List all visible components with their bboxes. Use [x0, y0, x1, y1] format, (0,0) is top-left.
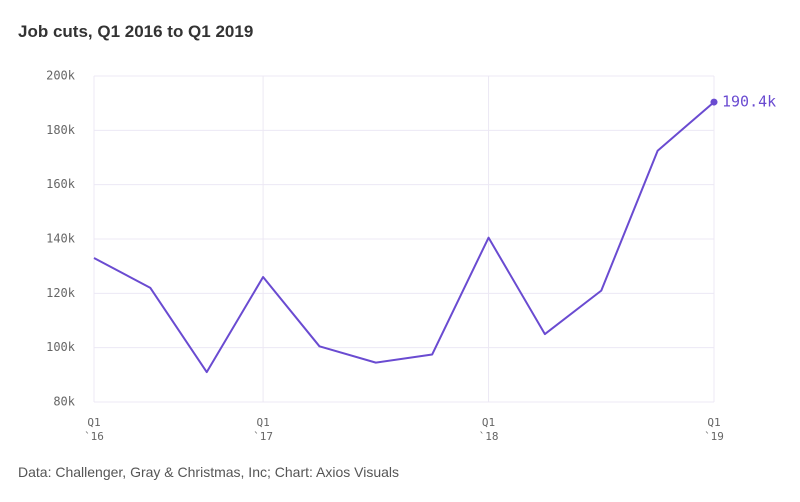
y-tick-label: 180k [46, 123, 76, 137]
x-tick-label: Q1 `17 [253, 416, 274, 443]
chart-title: Job cuts, Q1 2016 to Q1 2019 [18, 22, 254, 41]
source-note: Data: Challenger, Gray & Christmas, Inc;… [18, 464, 400, 480]
y-tick-label: 200k [46, 69, 76, 83]
y-tick-label: 160k [46, 177, 76, 191]
y-tick-label: 100k [46, 340, 76, 354]
y-tick-label: 120k [46, 286, 76, 300]
x-tick-label: Q1 `19 [704, 416, 724, 443]
x-tick-label: Q1 `18 [478, 416, 499, 443]
x-tick-label: Q1 `16 [84, 416, 104, 443]
value-label: 190.4k [722, 93, 776, 111]
point [710, 98, 718, 106]
y-tick-label: 80k [53, 395, 75, 409]
line [93, 101, 715, 374]
y-tick-label: 140k [46, 232, 76, 246]
